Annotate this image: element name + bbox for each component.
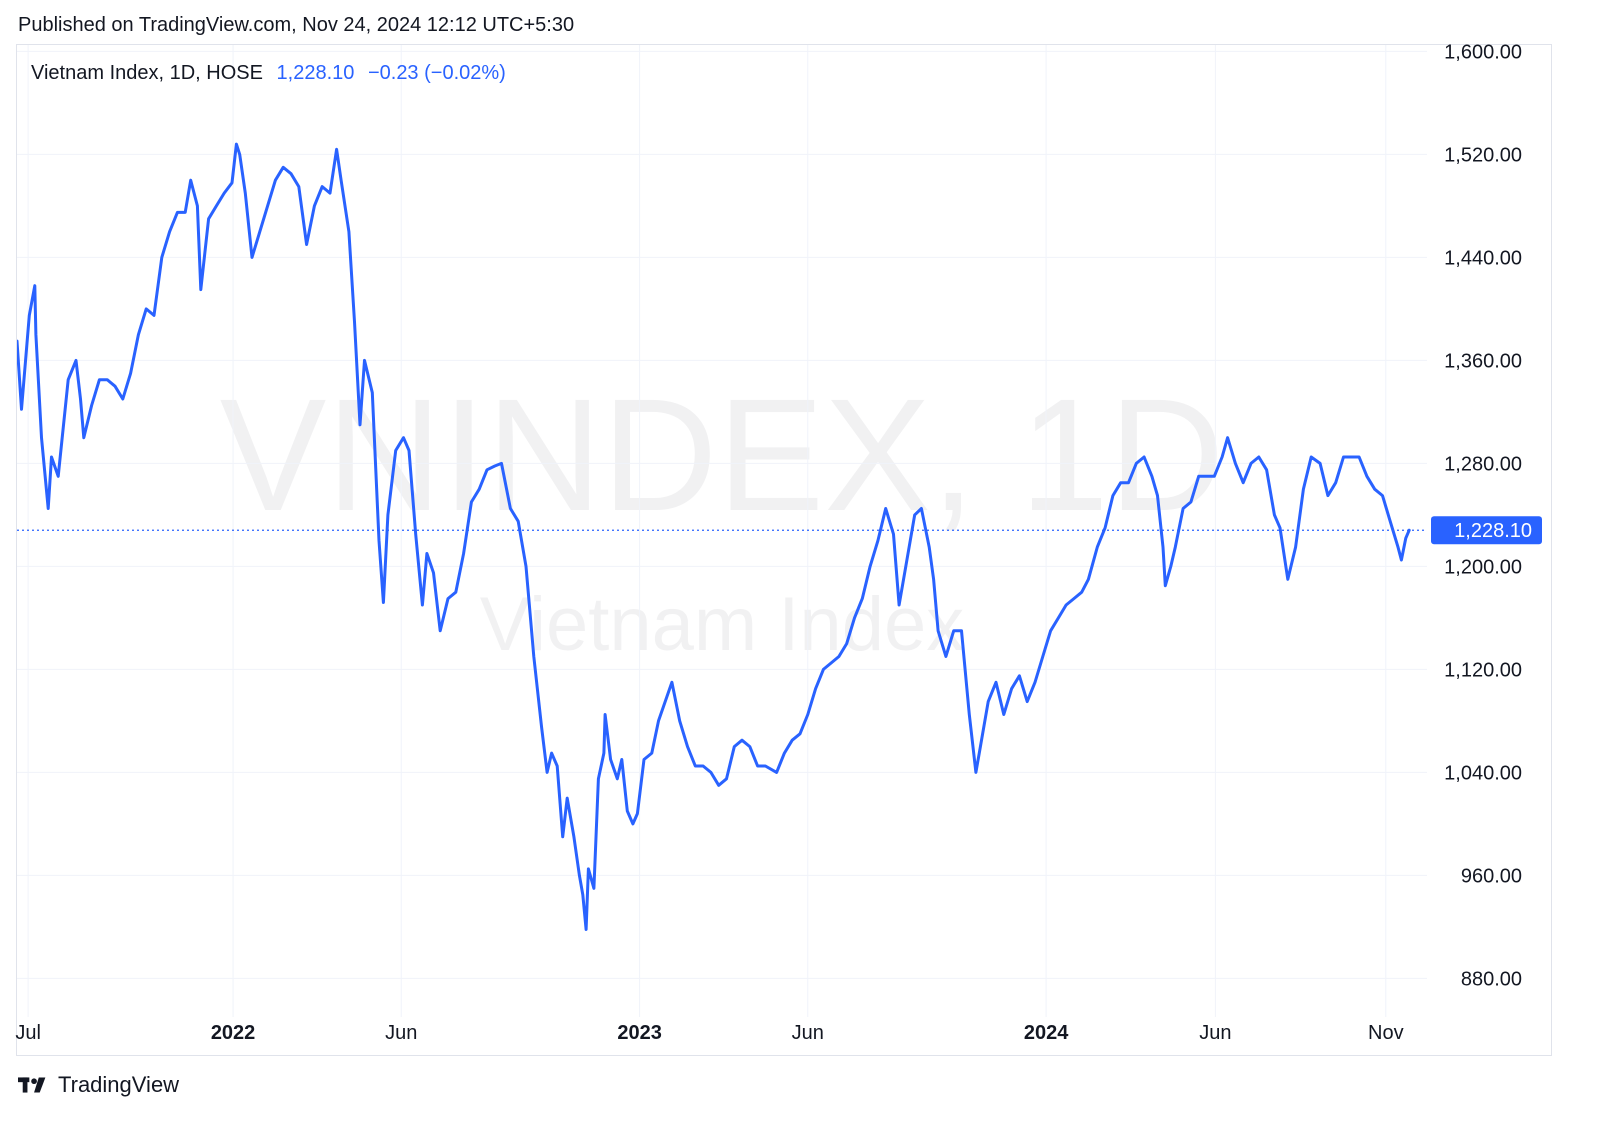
x-tick-label: 2022 [211, 1022, 256, 1044]
x-tick-label: Nov [1368, 1022, 1404, 1044]
y-tick-label: 1,440.00 [1444, 247, 1522, 269]
y-tick-label: 960.00 [1461, 865, 1522, 887]
y-tick-label: 1,200.00 [1444, 556, 1522, 578]
chart-frame[interactable] [16, 44, 1552, 1056]
y-tick-label: 1,600.00 [1444, 41, 1522, 63]
tradingview-logo-icon [18, 1077, 46, 1093]
y-tick-label: 880.00 [1461, 968, 1522, 990]
footer-brand[interactable]: TradingView [18, 1072, 179, 1098]
price-marker-layer: 1,228.10 [17, 516, 1542, 545]
x-tick-label: Jun [1199, 1022, 1231, 1044]
watermark-description: Vietnam Index [480, 582, 964, 667]
legend-last-value: 1,228.10 [276, 62, 355, 84]
y-tick-label: 1,520.00 [1444, 144, 1522, 166]
y-tick-label: 1,040.00 [1444, 762, 1522, 784]
x-tick-label: Jun [792, 1022, 824, 1044]
legend-change: −0.23 (−0.02%) [367, 62, 506, 84]
last-price-badge [1431, 516, 1542, 545]
x-tick-label: Jun [385, 1022, 417, 1044]
last-price-label: 1,228.10 [1454, 520, 1532, 542]
watermark-symbol: VNINDEX, 1D [220, 365, 1225, 544]
y-tick-label: 1,360.00 [1444, 350, 1522, 372]
x-tick-label: Jul [15, 1022, 41, 1044]
y-tick-label: 1,280.00 [1444, 453, 1522, 475]
x-tick-label: 2024 [1024, 1022, 1069, 1044]
legend-symbol: Vietnam Index, 1D, HOSE [31, 62, 263, 84]
axes: 880.00 960.00 1,040.00 1,120.00 1,200.00 1,28… [15, 41, 1522, 1044]
y-tick-label: 1,120.00 [1444, 659, 1522, 681]
x-tick-label: 2023 [617, 1022, 662, 1044]
footer-brand-label: TradingView [58, 1072, 180, 1097]
series-layer [17, 142, 1411, 931]
series-line[interactable] [17, 142, 1411, 931]
published-header: Published on TradingView.com, Nov 24, 20… [18, 14, 575, 36]
chart-legend[interactable]: Vietnam Index, 1D, HOSE 1,228.10 −0.23 (… [31, 62, 506, 85]
